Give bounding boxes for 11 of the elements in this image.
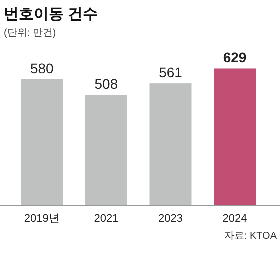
text: 자료: KTOA [224,231,278,242]
chart-subtitle: (단위: 만건) [4,28,56,39]
data-label: 629 [223,50,247,66]
data-label: 508 [94,76,118,92]
x-tick-label: 2019년 [24,213,60,225]
x-tick-label: 2024 [222,213,248,225]
chart-title: 번호이동 건수 [4,6,98,23]
x-tick-label: 2023 [158,213,183,225]
data-label: 580 [30,60,54,76]
x-tick-label: 2021 [94,213,119,225]
data-label: 561 [159,64,183,81]
